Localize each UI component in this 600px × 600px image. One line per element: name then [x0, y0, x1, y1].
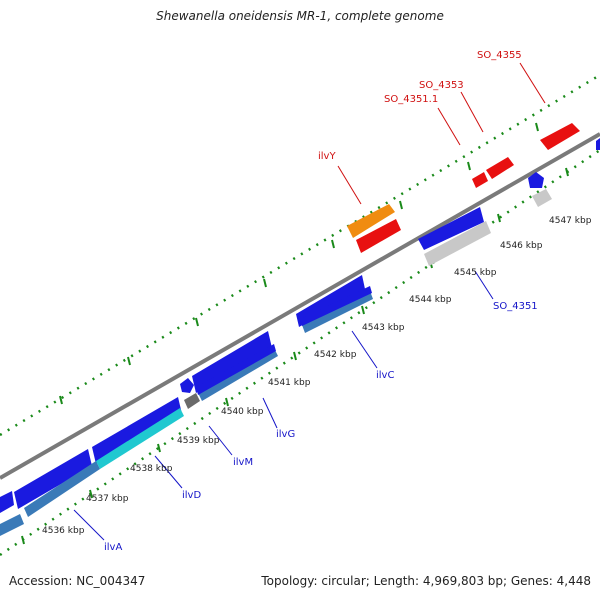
scale-label: 4546 kbp — [500, 241, 543, 251]
gene-arrow[interactable] — [596, 138, 600, 150]
major-tick — [89, 489, 93, 499]
gene-label-ilvc[interactable]: ilvC — [376, 370, 394, 381]
gene-arrow-ilvY[interactable] — [347, 204, 395, 238]
major-tick — [263, 278, 267, 288]
reverse-strand-features — [0, 138, 600, 536]
cds-bar[interactable] — [24, 461, 100, 517]
cds-bar[interactable] — [198, 348, 278, 401]
scale-label: 4542 kbp — [314, 350, 357, 360]
callout-line — [351, 330, 378, 369]
genome-backbone — [0, 132, 600, 480]
major-ticks — [21, 122, 569, 545]
major-tick — [59, 395, 63, 405]
gene-arrow[interactable] — [92, 397, 182, 464]
callout-line — [337, 165, 362, 205]
major-tick — [565, 167, 569, 177]
scale-label: 4536 kbp — [42, 526, 85, 536]
callout-line — [437, 107, 461, 146]
gene-arrow[interactable] — [418, 207, 484, 250]
gene-labels: ilvA ilvD ilvM ilvG ilvC SO_4351 ilvY SO_4351.1… — [104, 50, 538, 553]
callout-line — [474, 270, 494, 300]
gene-arrow[interactable] — [356, 219, 401, 253]
major-tick — [293, 351, 297, 361]
major-tick — [497, 213, 501, 223]
major-tick — [467, 161, 471, 171]
gene-arrow[interactable] — [486, 157, 514, 179]
major-tick — [195, 317, 199, 327]
callout-line — [208, 425, 233, 456]
scale-label: 4537 kbp — [86, 494, 129, 504]
major-tick — [21, 535, 25, 545]
gene-arrow[interactable] — [14, 449, 92, 509]
gene-label-so_4351-1[interactable]: SO_4351.1 — [384, 94, 438, 105]
gene-label-so_4351[interactable]: SO_4351 — [493, 301, 538, 312]
gene-label-ilva[interactable]: ilvA — [104, 542, 122, 553]
scale-label: 4541 kbp — [268, 378, 311, 388]
cds-bar[interactable] — [302, 291, 373, 333]
callout-line — [460, 91, 484, 133]
gene-arrow[interactable] — [528, 172, 544, 188]
scale-label: 4540 kbp — [221, 407, 264, 417]
scale-label: 4544 kbp — [409, 295, 452, 305]
cds-bar[interactable] — [0, 514, 24, 536]
scale-label: 4543 kbp — [362, 323, 405, 333]
gene-arrow[interactable] — [180, 378, 194, 393]
gene-arrow[interactable] — [472, 172, 488, 188]
callout-line — [262, 397, 278, 429]
gene-arrow[interactable] — [300, 286, 372, 326]
gene-label-ilvy[interactable]: ilvY — [318, 151, 336, 162]
gene-label-so_4355[interactable]: SO_4355 — [477, 50, 522, 61]
gene-arrow[interactable] — [192, 331, 272, 393]
gene-arrow[interactable] — [196, 344, 276, 395]
major-tick — [331, 239, 335, 249]
gene-label-so_4353[interactable]: SO_4353 — [419, 80, 464, 91]
gene-arrow[interactable] — [0, 491, 14, 513]
pseudo-gene[interactable] — [532, 189, 552, 207]
scale-label: 4547 kbp — [549, 216, 592, 226]
gene-label-ilvg[interactable]: ilvG — [276, 429, 295, 440]
gene-arrow[interactable] — [540, 123, 580, 150]
scale-labels: 4536 kbp 4537 kbp 4538 kbp 4539 kbp 4540 kbp… — [42, 216, 592, 536]
cds-bar-gray[interactable] — [184, 393, 200, 409]
genome-summary: Topology: circular; Length: 4,969,803 bp… — [261, 574, 591, 588]
pseudo-gene[interactable] — [424, 221, 491, 266]
major-tick — [225, 397, 229, 407]
major-tick — [157, 443, 161, 453]
gene-label-ilvd[interactable]: ilvD — [182, 490, 201, 501]
scale-label: 4539 kbp — [177, 436, 220, 446]
cds-bar-cyan[interactable] — [96, 408, 184, 469]
callout-line — [73, 509, 105, 541]
callout-line — [154, 455, 183, 489]
lower-tick-track — [0, 148, 600, 557]
scale-label: 4545 kbp — [454, 268, 497, 278]
genome-title: Shewanella oneidensis MR-1, complete gen… — [156, 9, 444, 23]
major-tick — [399, 200, 403, 210]
scale-label: 4538 kbp — [130, 464, 173, 474]
major-tick — [361, 305, 365, 315]
callout-line — [519, 62, 546, 104]
major-tick — [535, 122, 539, 132]
forward-strand-features — [347, 123, 580, 253]
gene-label-ilvm[interactable]: ilvM — [233, 457, 253, 468]
callout-lines — [73, 62, 546, 541]
major-tick — [127, 356, 131, 366]
accession-label: Accession: NC_004347 — [9, 574, 146, 588]
